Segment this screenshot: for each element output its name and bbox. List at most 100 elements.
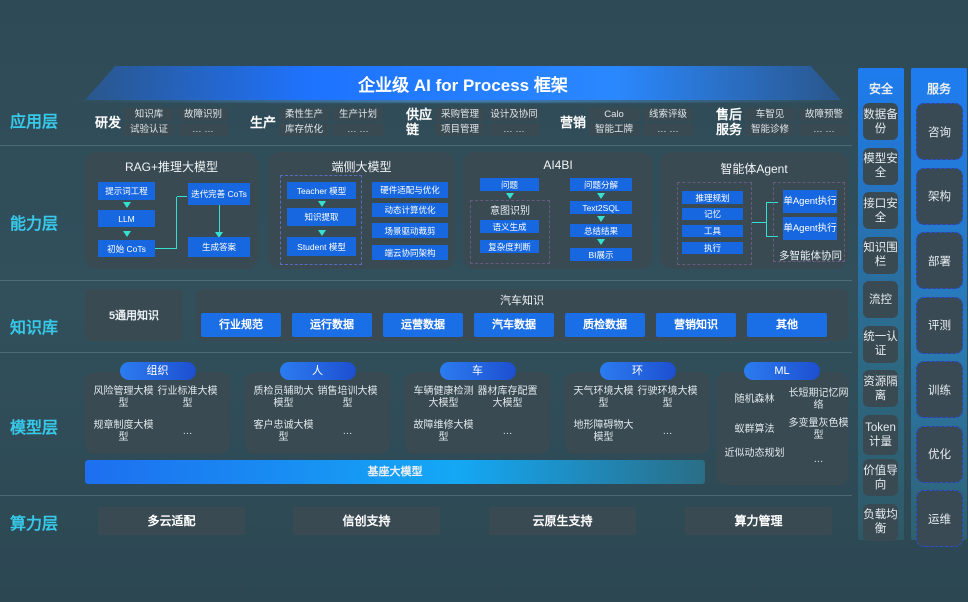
model-group-pill: 车: [439, 362, 516, 380]
app-item-chip: 试验认证: [124, 123, 174, 136]
flow-box: 问题: [480, 178, 539, 191]
model-group-box: 天气环境大模型 行驶环境大模型 地形障碍物大模型…: [565, 372, 710, 454]
app-group-name: 营销: [560, 115, 587, 130]
compute-item: 信创支持: [293, 507, 440, 535]
app-item-chip: … …: [178, 123, 228, 136]
agent-exec-box: 单Agent执行: [783, 190, 837, 213]
model-group-box: 质检员辅助大模型 销售培训大模型 客户忠诚大模型…: [245, 372, 390, 454]
model-item: 行驶环境大模型: [637, 386, 698, 409]
service-item: 部署: [916, 232, 963, 289]
app-item-chip: 生产计划: [333, 108, 383, 121]
app-item-chip: 线索评级: [643, 108, 693, 121]
arrow-down-icon: [215, 232, 223, 238]
security-item: 模型安全: [863, 147, 898, 185]
app-group-name: 售后服务: [716, 107, 743, 137]
arrow-down-icon: [318, 230, 326, 236]
edge-model-panel: 端侧大模型 Teacher 模型 知识提取 Student 模型 硬件适配与优化…: [268, 152, 455, 269]
security-item: 知识围栏: [863, 236, 898, 274]
dashed-group: [470, 200, 550, 264]
knowledge-item: 汽车数据: [474, 313, 554, 337]
security-item: Token计量: [863, 414, 898, 455]
flow-box: 提示词工程: [98, 182, 155, 200]
model-item: 长短期记忆网络: [788, 388, 849, 411]
knowledge-item: 运行数据: [292, 313, 372, 337]
flow-box: 初始 CoTs: [98, 240, 155, 257]
security-item: 统一认证: [863, 325, 898, 363]
connector: [177, 196, 187, 197]
divider: [0, 495, 852, 496]
service-item: 优化: [916, 425, 963, 483]
layer-label-model: 模型层: [10, 420, 59, 437]
app-item-chip: … …: [643, 123, 693, 136]
model-group-box: 车辆健康检测大模型 器材库存配置大模型 故障维修大模型…: [405, 372, 550, 454]
model-item: 风险管理大模型: [93, 386, 154, 409]
flow-box: Text2SQL: [570, 201, 632, 214]
model-group-pill: 组织: [119, 362, 196, 380]
knowledge-item: 营销知识: [656, 313, 736, 337]
app-item-chip: 故障识别: [178, 108, 228, 121]
dashed-group: [773, 182, 845, 262]
security-item: 负载均衡: [863, 503, 898, 541]
model-group-pill: 环: [599, 362, 676, 380]
banner-glow: [60, 98, 860, 104]
arrow-down-icon: [123, 231, 131, 237]
services-title: 服务: [926, 82, 951, 96]
model-item: 规章制度大模型: [93, 420, 154, 443]
knowledge-items: 行业规范 运行数据 运营数据 汽车数据 质检数据 营销知识 其他: [201, 313, 827, 337]
model-item: …: [502, 426, 513, 437]
divider: [0, 352, 852, 353]
connector: [155, 197, 177, 249]
service-item: 运维: [916, 490, 963, 547]
compute-item: 云原生支持: [489, 507, 636, 535]
app-item-chip: 故障预警: [799, 108, 849, 121]
model-item: 近似动态规划: [724, 448, 785, 459]
model-group-pill: ML: [744, 362, 820, 380]
knowledge-item: 行业规范: [201, 313, 281, 337]
general-knowledge: 5通用知识: [85, 289, 183, 341]
flow-box: 知识提取: [287, 208, 356, 226]
compute-item: 多云适配: [98, 507, 245, 535]
flow-box: 问题分解: [570, 178, 632, 191]
multi-agent-label: 多智能体协同: [779, 250, 842, 262]
model-item: …: [342, 426, 353, 437]
agent-item: 记忆: [682, 208, 743, 220]
flow-box: Student 模型: [287, 237, 356, 256]
flow-box: 硬件适配与优化: [372, 182, 448, 198]
agent-item: 推理规划: [682, 191, 743, 204]
panel-title: 端侧大模型: [331, 160, 392, 174]
model-item: …: [662, 426, 673, 437]
auto-knowledge-panel: 汽车知识 行业规范 运行数据 运营数据 汽车数据 质检数据 营销知识 其他: [196, 289, 848, 341]
layer-label-app: 应用层: [10, 114, 59, 131]
security-item: 流控: [863, 281, 898, 318]
app-item-chip: 项目管理: [435, 123, 485, 136]
model-item: 车辆健康检测大模型: [413, 386, 474, 409]
app-item-chip: Calo: [589, 108, 639, 121]
connector: [219, 205, 220, 233]
app-group-name: 生产: [250, 115, 277, 130]
service-item: 评测: [916, 296, 963, 354]
app-item-chip: 智能诊修: [745, 123, 795, 136]
agent-exec-box: 单Agent执行: [783, 217, 837, 240]
model-item: 随机森林: [734, 394, 775, 405]
service-item: 咨询: [916, 103, 963, 160]
model-item: 多变量灰色模型: [788, 418, 849, 441]
knowledge-item: 其他: [747, 313, 827, 337]
app-item-chip: 库存优化: [279, 123, 329, 136]
model-group-box: 风险管理大模型 行业标准大模型 规章制度大模型…: [85, 372, 230, 454]
flow-box: LLM: [98, 210, 155, 227]
security-column: 安全 数据备份 模型安全 接口安全 知识围栏 流控 统一认证 资源隔离 Token计量 价值导向…: [858, 68, 904, 541]
service-item: 架构: [916, 167, 963, 225]
flow-box: 生成答案: [188, 237, 250, 257]
arrow-down-icon: [597, 193, 605, 199]
flow-box: 动态计算优化: [372, 203, 448, 217]
app-item-chip: 设计及协同: [489, 108, 539, 121]
divider: [0, 145, 852, 146]
security-item: 接口安全: [863, 192, 898, 229]
app-item-chip: … …: [333, 123, 383, 136]
agent-panel: 智能体Agent 推理规划 记忆 工具 执行 单Agent执行 单Agent执行…: [660, 152, 848, 269]
knowledge-item: 运营数据: [383, 313, 463, 337]
services-column: 服务 咨询架构部署评测训练优化运维: [911, 68, 967, 547]
security-item: 资源隔离: [863, 370, 898, 407]
service-item: 训练: [916, 361, 963, 418]
model-item: 地形障碍物大模型: [573, 420, 634, 443]
